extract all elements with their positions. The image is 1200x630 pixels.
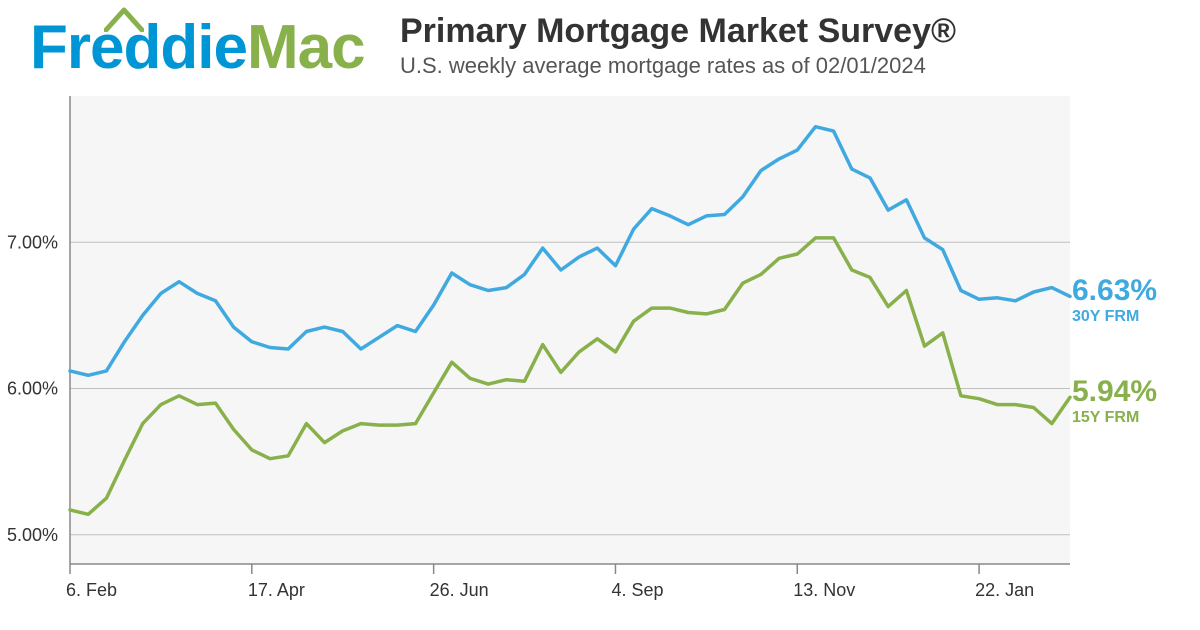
chart-title: Primary Mortgage Market Survey® (400, 12, 1170, 51)
x-axis-label: 4. Sep (611, 580, 663, 600)
x-axis-label: 22. Jan (975, 580, 1034, 600)
chart-subtitle: U.S. weekly average mortgage rates as of… (400, 53, 1170, 79)
freddie-mac-logo: FreddieMac (30, 8, 400, 83)
logo-word-2: Mac (247, 13, 365, 82)
end-label-15y-frm: 5.94%15Y FRM (1072, 375, 1157, 427)
x-axis-label: 6. Feb (66, 580, 117, 600)
line-chart-svg: 5.00% 6.00% 7.00% 6. Feb 17. Apr 26. Jun 4. Se… (0, 88, 1200, 628)
title-block: Primary Mortgage Market Survey® U.S. wee… (400, 8, 1170, 79)
roof-icon (104, 4, 144, 32)
y-axis-label: 5.00% (7, 525, 58, 545)
end-series-name: 30Y FRM (1072, 308, 1157, 326)
end-series-name: 15Y FRM (1072, 409, 1157, 427)
header: FreddieMac Primary Mortgage Market Surve… (30, 8, 1170, 84)
y-axis-label: 7.00% (7, 232, 58, 252)
mortgage-rate-chart-page: { "logo": { "first": "Freddie", "second"… (0, 0, 1200, 630)
x-axis-label: 26. Jun (430, 580, 489, 600)
end-value: 5.94% (1072, 375, 1157, 409)
chart-area: 5.00% 6.00% 7.00% 6. Feb 17. Apr 26. Jun 4. Se… (0, 88, 1200, 628)
x-axis-label: 13. Nov (793, 580, 855, 600)
end-labels: 6.63%30Y FRM 5.94%15Y FRM (1072, 88, 1182, 628)
end-label-30y-frm: 6.63%30Y FRM (1072, 274, 1157, 326)
end-value: 6.63% (1072, 274, 1157, 308)
x-axis-label: 17. Apr (248, 580, 305, 600)
y-axis-label: 6.00% (7, 379, 58, 399)
